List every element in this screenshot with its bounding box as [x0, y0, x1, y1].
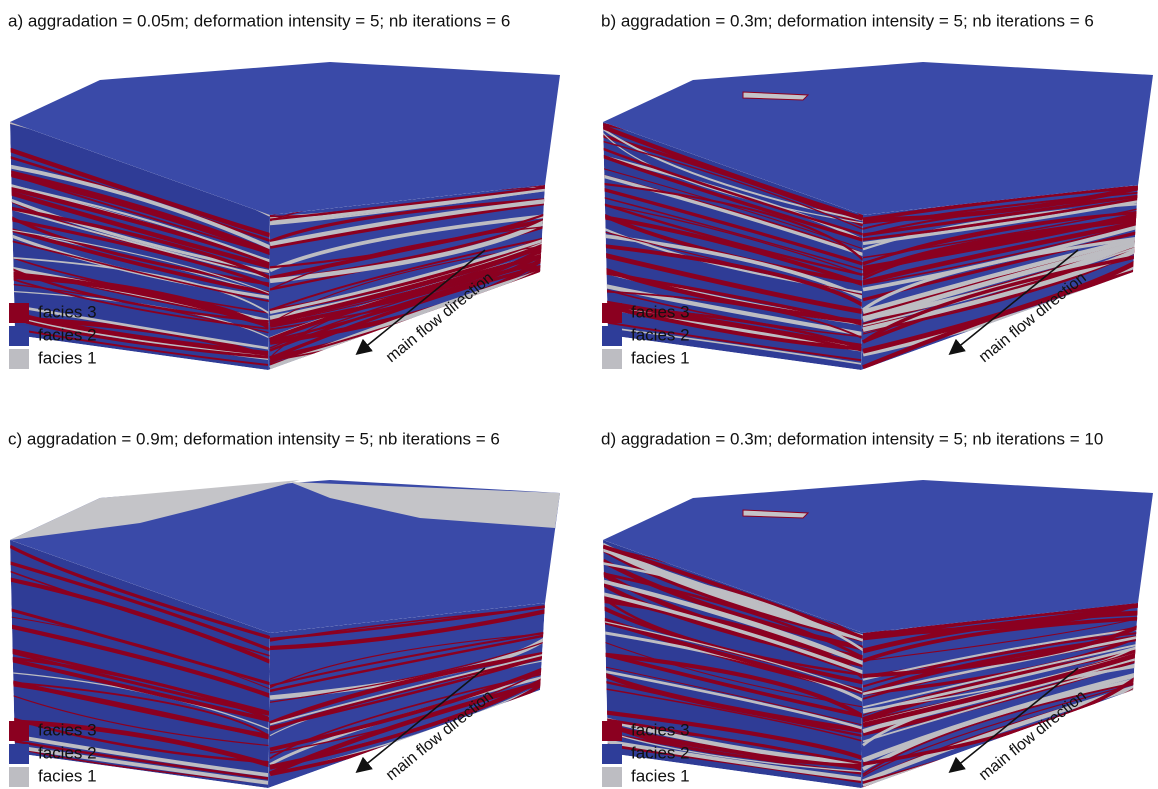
legend-swatch	[9, 721, 29, 741]
legend-label: facies 1	[38, 766, 97, 785]
panel-title: c) aggradation = 0.9m; deformation inten…	[8, 429, 500, 448]
legend-label: facies 2	[631, 325, 690, 344]
legend-swatch	[602, 349, 622, 369]
legend-swatch	[602, 303, 622, 323]
panel-title: d) aggradation = 0.3m; deformation inten…	[601, 429, 1103, 448]
legend-swatch	[602, 721, 622, 741]
legend-swatch	[602, 744, 622, 764]
panel-title: b) aggradation = 0.3m; deformation inten…	[601, 11, 1094, 30]
panel: d) aggradation = 0.3m; deformation inten…	[601, 429, 1153, 788]
legend-swatch	[602, 326, 622, 346]
panel-title: a) aggradation = 0.05m; deformation inte…	[8, 11, 510, 30]
legend-label: facies 2	[38, 743, 97, 762]
legend-swatch	[9, 349, 29, 369]
panel: b) aggradation = 0.3m; deformation inten…	[601, 11, 1153, 370]
figure: a) aggradation = 0.05m; deformation inte…	[0, 0, 1158, 789]
legend-swatch	[9, 303, 29, 323]
legend-swatch	[9, 744, 29, 764]
panel: c) aggradation = 0.9m; deformation inten…	[8, 429, 560, 788]
legend-swatch	[9, 767, 29, 787]
legend-label: facies 3	[38, 720, 97, 739]
panel: a) aggradation = 0.05m; deformation inte…	[8, 11, 560, 370]
legend-label: facies 3	[631, 720, 690, 739]
legend-swatch	[602, 767, 622, 787]
legend-label: facies 2	[631, 743, 690, 762]
legend-label: facies 1	[631, 348, 690, 367]
legend-label: facies 3	[38, 302, 97, 321]
legend-label: facies 1	[631, 766, 690, 785]
legend-label: facies 3	[631, 302, 690, 321]
legend-swatch	[9, 326, 29, 346]
legend-label: facies 2	[38, 325, 97, 344]
legend-label: facies 1	[38, 348, 97, 367]
